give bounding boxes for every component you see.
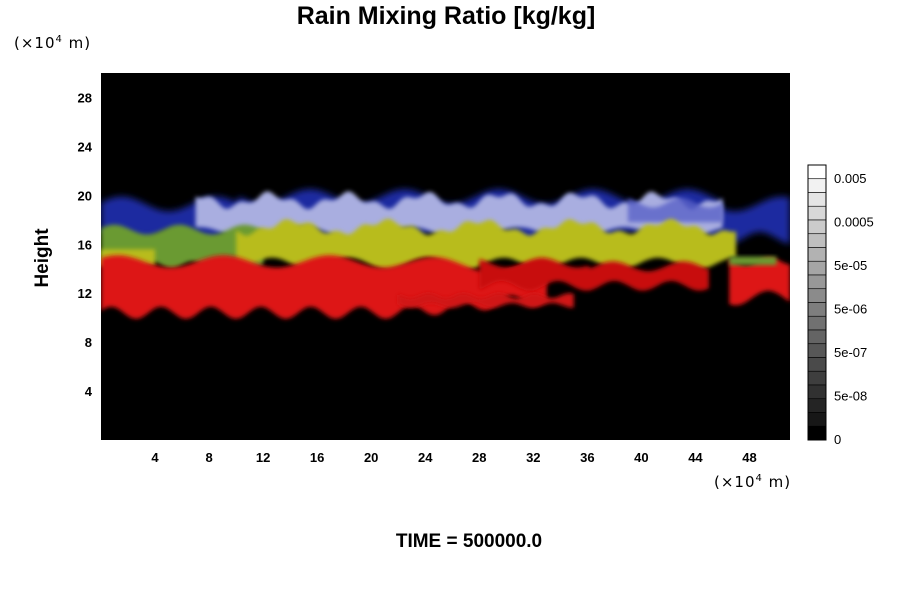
- colorbar-label: 5e-06: [834, 302, 867, 317]
- colorbar-frame: [807, 164, 827, 441]
- time-label: TIME = 500000.0: [395, 531, 543, 552]
- colorbar-band: [807, 412, 827, 427]
- rain-field: [101, 189, 790, 319]
- colorbar-band: [807, 370, 827, 386]
- y-tick-label: 12: [78, 286, 92, 301]
- blue-patch: [627, 197, 723, 223]
- x-tick-label: 12: [256, 450, 270, 465]
- x-tick-label: 24: [418, 450, 433, 465]
- colorbar-band: [807, 274, 827, 290]
- colorbar-band: [807, 288, 827, 303]
- red-patch-right: [729, 257, 790, 306]
- x-tick-label: 16: [310, 450, 324, 465]
- colorbar-band: [807, 205, 827, 221]
- x-tick-label: 28: [472, 450, 486, 465]
- colorbar-band: [807, 315, 827, 331]
- colorbar-band: [807, 357, 827, 372]
- colorbar-band: [807, 398, 827, 413]
- x-tick-label: 48: [742, 450, 756, 465]
- green-patch-right: [729, 256, 777, 266]
- colorbar-label: 5e-07: [834, 345, 867, 360]
- colorbar-band: [807, 233, 827, 248]
- y-tick-label: 24: [78, 139, 93, 154]
- colorbar-band: [807, 178, 827, 193]
- x-tick-label: 36: [580, 450, 594, 465]
- colorbar-band: [807, 247, 827, 262]
- y-tick-label: 16: [78, 237, 92, 252]
- colorbar-label: 5e-05: [834, 258, 867, 273]
- colorbar-label: 0.0005: [834, 215, 874, 230]
- x-axis-unit: (×104 m): [714, 473, 792, 491]
- colorbar: 0.005 0.0005 5e-05 5e-06 5e-07 5e-08 0: [807, 164, 874, 447]
- colorbar-label: 0.005: [834, 171, 867, 186]
- colorbar-label: 0: [834, 432, 841, 447]
- colorbar-band: [807, 384, 827, 400]
- y-axis-unit: (×104 m): [14, 34, 92, 52]
- colorbar-band: [807, 219, 827, 235]
- colorbar-label: 5e-08: [834, 389, 867, 404]
- x-ticks: 4 8 12 16 20 24 28 32 36 40 44 48: [151, 450, 756, 465]
- y-tick-label: 8: [85, 335, 92, 350]
- colorbar-band: [807, 260, 827, 276]
- colorbar-band: [807, 329, 827, 345]
- colorbar-band: [807, 192, 827, 207]
- colorbar-band: [807, 425, 827, 441]
- y-tick-label: 4: [85, 384, 93, 399]
- y-ticks: 4 8 12 16 20 24 28: [78, 90, 93, 399]
- x-tick-label: 20: [364, 450, 378, 465]
- x-tick-label: 32: [526, 450, 540, 465]
- y-tick-label: 20: [78, 188, 92, 203]
- red-streak: [398, 293, 574, 308]
- chart-title: Rain Mixing Ratio [kg/kg]: [296, 2, 596, 30]
- red-layer-mid: [479, 257, 709, 291]
- colorbar-band: [807, 164, 827, 180]
- x-tick-label: 44: [688, 450, 703, 465]
- x-tick-label: 4: [151, 450, 159, 465]
- x-tick-label: 40: [634, 450, 648, 465]
- y-tick-label: 28: [78, 90, 92, 105]
- colorbar-band: [807, 302, 827, 317]
- colorbar-band: [807, 343, 827, 358]
- yellow-layer: [236, 218, 736, 270]
- x-tick-label: 8: [205, 450, 212, 465]
